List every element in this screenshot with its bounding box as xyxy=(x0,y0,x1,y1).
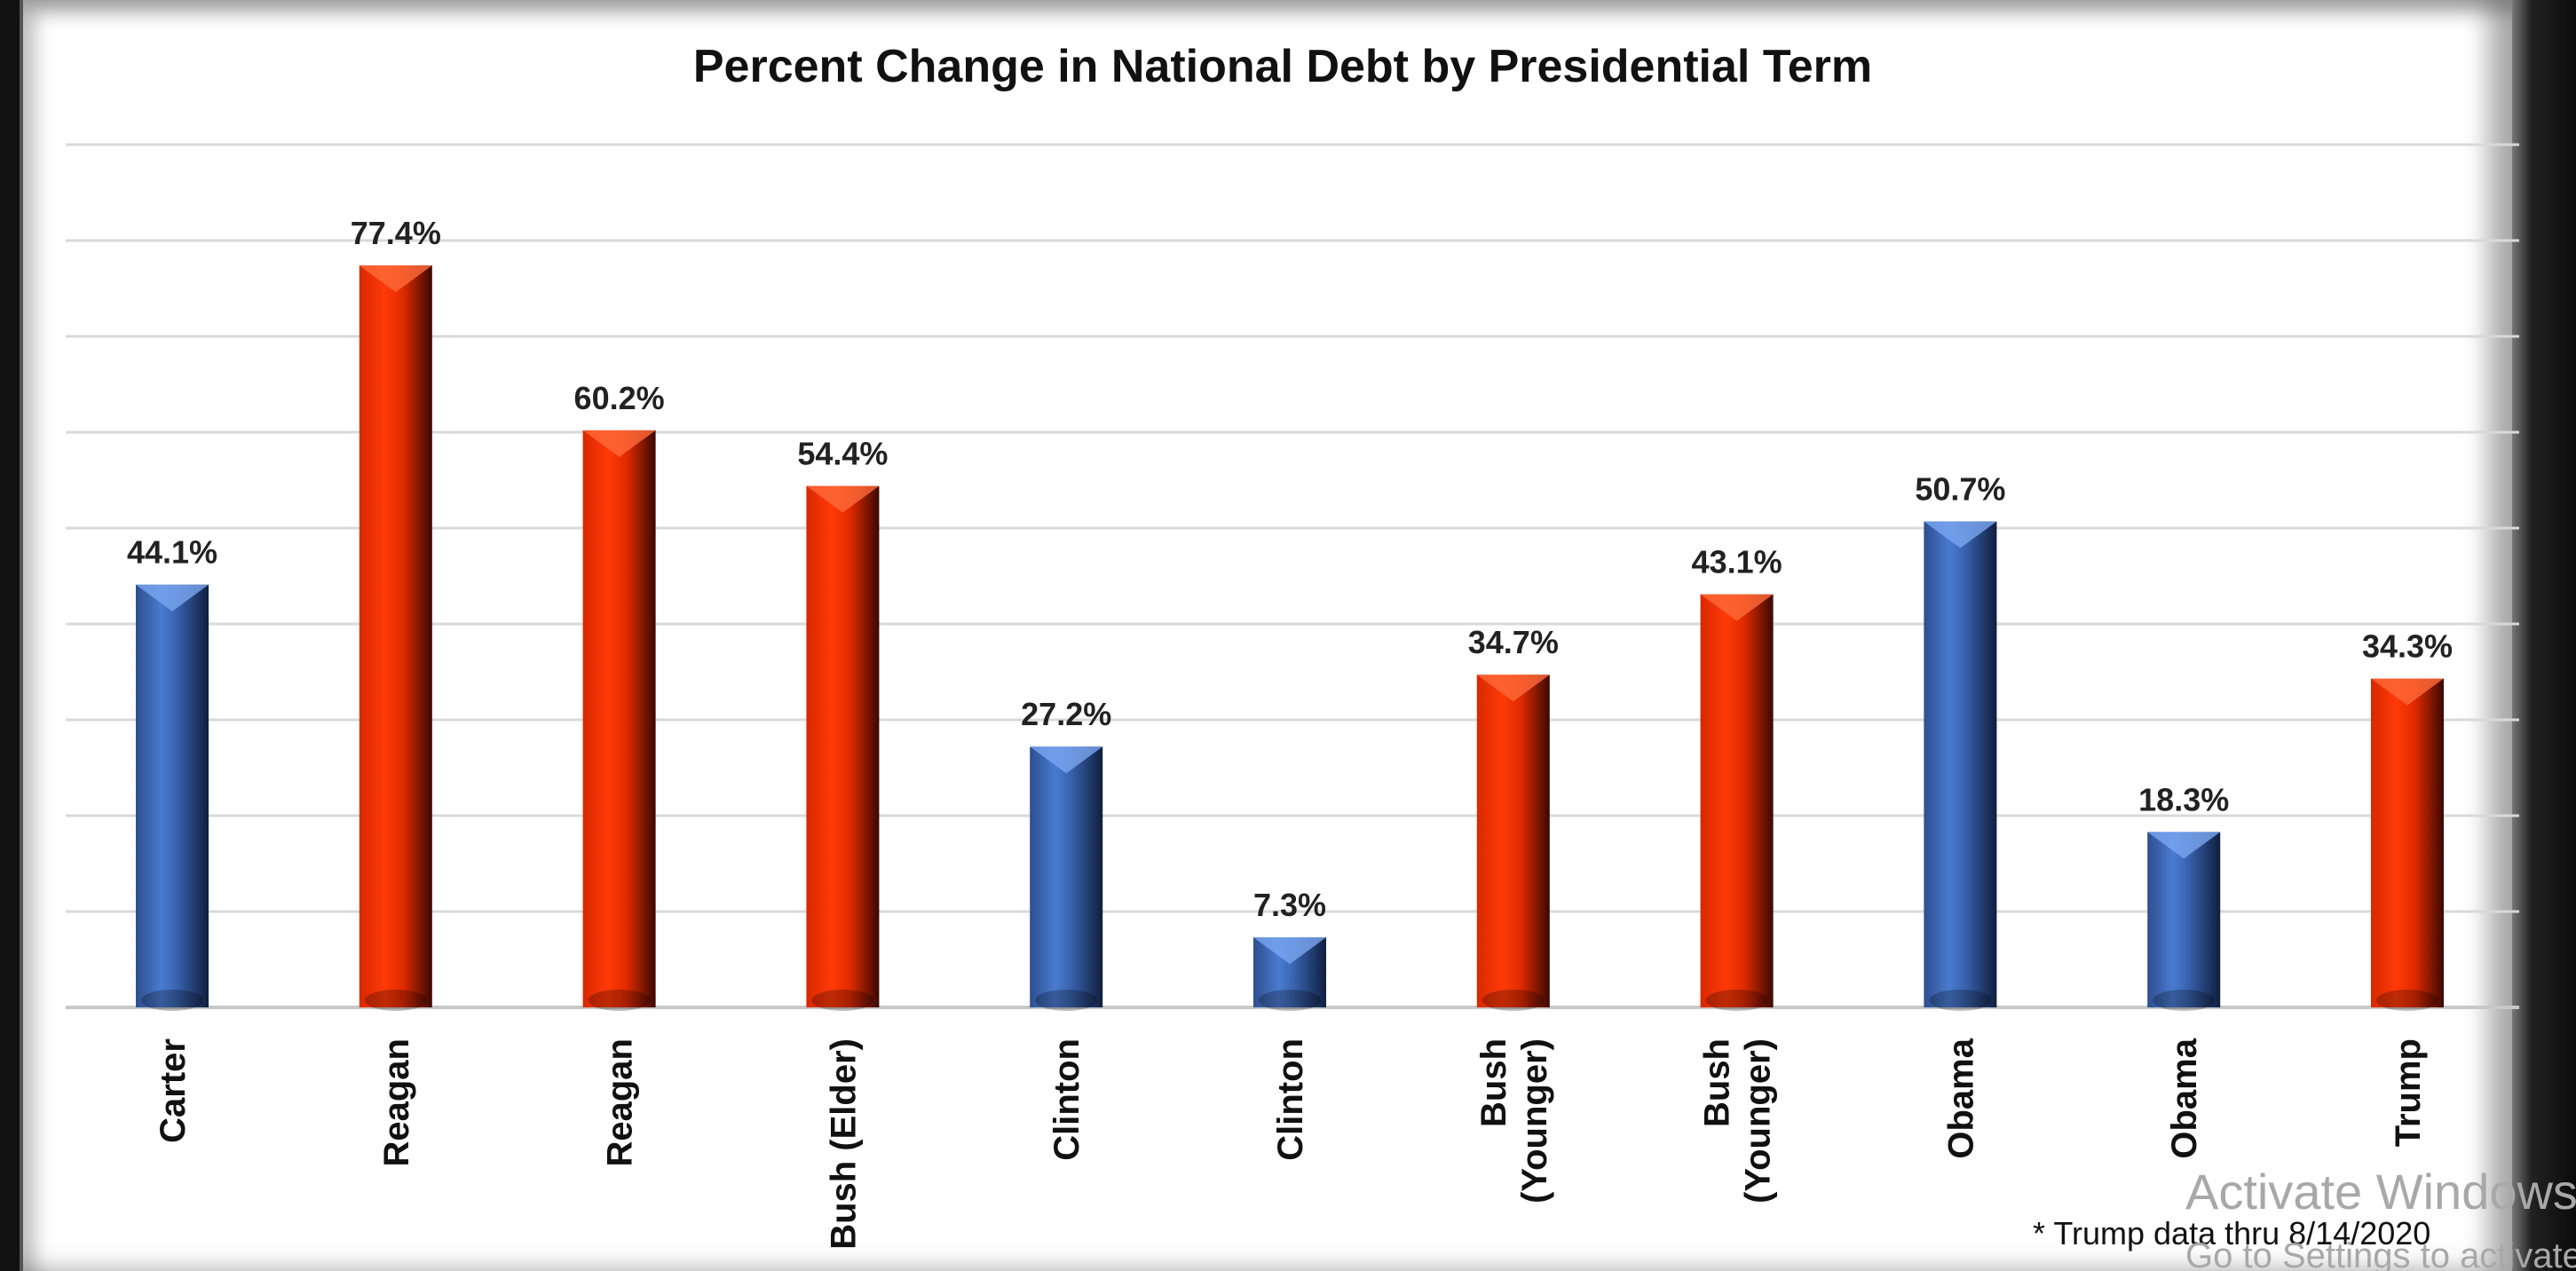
bar-bevel-bottom xyxy=(1705,990,1768,1011)
data-label: 54.4% xyxy=(797,435,888,471)
chart-title: Percent Change in National Debt by Presi… xyxy=(693,41,1872,92)
bar-group xyxy=(1924,521,1997,1011)
data-label: 34.7% xyxy=(1468,624,1559,660)
data-labels: 44.1% 77.4% 60.2% 54.4% 27.2% 7.3% 34.7% 43.1% 5… xyxy=(127,215,2453,923)
bar-bevel-top xyxy=(1924,521,1997,549)
bar-bevel-bottom xyxy=(141,990,203,1011)
bar-bevel-bottom xyxy=(588,990,651,1011)
bar-bevel-bottom xyxy=(1482,990,1545,1011)
category-labels: Carter Reagan Reagan Bush (Elder) Clinton Cli… xyxy=(154,1038,2428,1250)
bar-group xyxy=(136,584,209,1011)
footnote: * Trump data thru 8/14/2020 xyxy=(2033,1215,2430,1251)
category-label: Bush xyxy=(1698,1038,1737,1127)
data-label: 34.3% xyxy=(2362,628,2453,665)
bar-bevel-bottom xyxy=(1035,990,1098,1011)
bar-group xyxy=(582,430,656,1011)
data-label: 18.3% xyxy=(2138,781,2229,817)
bar xyxy=(1700,594,1774,1007)
category-label: Trump xyxy=(2389,1038,2428,1147)
bar-bevel-top xyxy=(1030,746,1103,774)
chart-panel xyxy=(20,0,2516,1271)
category-label: (Younger) xyxy=(1739,1038,1778,1204)
category-label: (Younger) xyxy=(1515,1038,1554,1204)
bars xyxy=(136,265,2444,1011)
category-label: Reagan xyxy=(377,1038,416,1167)
data-label: 60.2% xyxy=(574,380,665,416)
bar xyxy=(2147,832,2221,1007)
bar-group xyxy=(2371,678,2444,1011)
bar-group xyxy=(359,265,432,1011)
bar-bevel-top xyxy=(1700,594,1774,621)
bar-group xyxy=(1030,746,1103,1011)
bar-bevel-bottom xyxy=(1259,990,1321,1011)
data-label: 44.1% xyxy=(127,534,217,571)
bar-group xyxy=(1253,937,1326,1011)
data-label: 27.2% xyxy=(1021,696,1111,732)
bar-bevel-top xyxy=(2371,678,2444,706)
bar-bevel-top xyxy=(359,265,432,293)
category-label: Obama xyxy=(1941,1038,1980,1158)
bar xyxy=(1476,675,1550,1007)
bar-bevel-top xyxy=(2147,832,2221,859)
bar-group xyxy=(1700,594,1774,1011)
window-edge xyxy=(2512,0,2576,1271)
bar xyxy=(136,584,209,1007)
category-label: Clinton xyxy=(1271,1038,1310,1161)
bar-group xyxy=(806,486,880,1011)
bar-bevel-bottom xyxy=(2376,990,2438,1011)
category-label: Bush (Elder) xyxy=(824,1038,863,1250)
bar-bevel-bottom xyxy=(364,990,427,1011)
data-label: 43.1% xyxy=(1692,544,1782,580)
watermark-go-to-settings: Go to Settings to activate Windows. xyxy=(2185,1236,2576,1271)
bar xyxy=(2371,678,2444,1007)
bar-bevel-bottom xyxy=(1929,990,1992,1011)
bar xyxy=(806,486,880,1007)
bar-bevel-top xyxy=(136,584,209,612)
bar-bevel-top xyxy=(1253,937,1326,965)
bar-group xyxy=(2147,832,2221,1011)
data-label: 7.3% xyxy=(1253,887,1326,923)
bar xyxy=(1030,746,1103,1007)
category-label: Bush xyxy=(1474,1038,1513,1127)
category-label: Carter xyxy=(154,1038,193,1143)
bar xyxy=(582,430,656,1008)
bar-group xyxy=(1476,675,1550,1011)
data-label: 50.7% xyxy=(1915,470,2005,507)
bar-bevel-top xyxy=(582,430,656,457)
data-label: 77.4% xyxy=(351,215,441,251)
watermark-activate-windows: Activate Windows xyxy=(2185,1164,2576,1220)
category-label: Obama xyxy=(2165,1038,2204,1158)
bar xyxy=(359,265,432,1008)
category-label: Clinton xyxy=(1047,1038,1087,1161)
bar-bevel-top xyxy=(806,486,880,513)
bar-bevel-top xyxy=(1476,675,1550,702)
category-label: Reagan xyxy=(601,1038,640,1167)
bar xyxy=(1924,521,1997,1007)
gridlines xyxy=(66,143,2519,1009)
bar-bevel-bottom xyxy=(2153,990,2216,1011)
bar-bevel-bottom xyxy=(811,990,874,1011)
